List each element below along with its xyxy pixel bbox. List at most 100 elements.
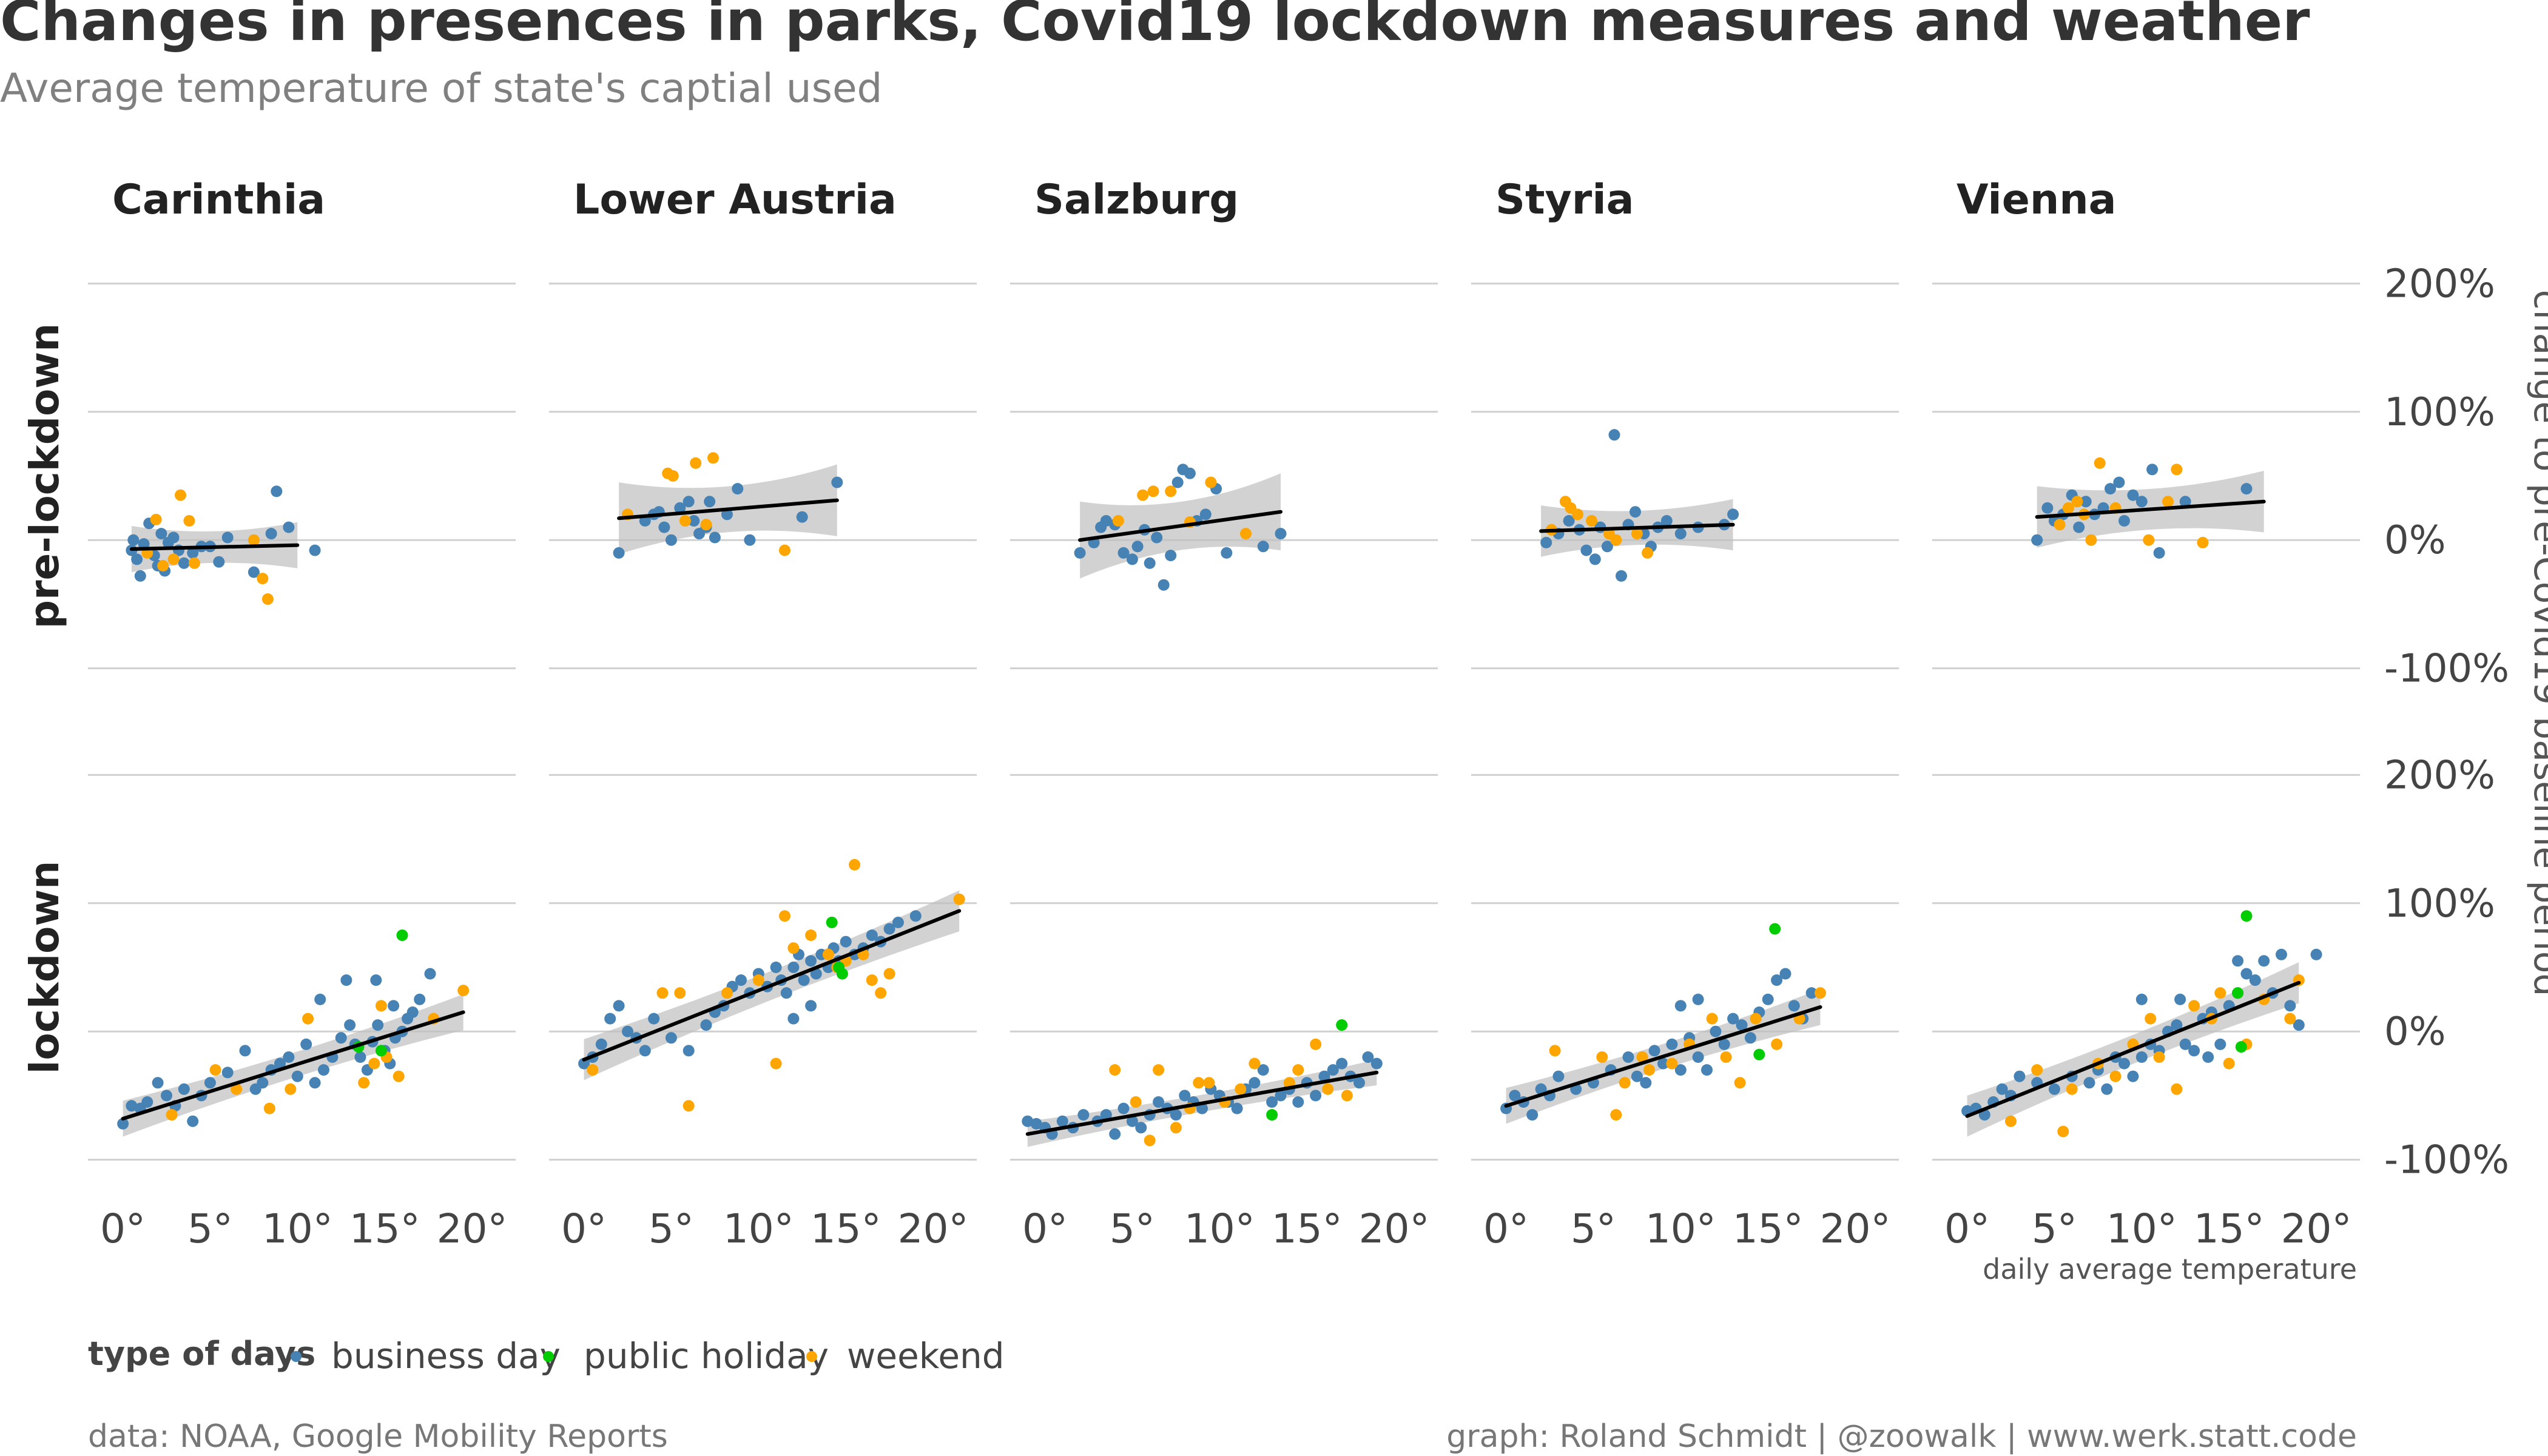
point-business-day [732,483,744,495]
point-business-day [131,553,143,565]
point-public-holiday [375,1045,387,1057]
point-business-day [213,556,225,568]
point-business-day [2174,993,2186,1005]
point-business-day [1601,541,1613,553]
point-business-day [2179,496,2191,508]
strip-vienna: Vienna [1956,176,2117,224]
point-business-day [178,557,190,569]
point-weekend [1147,485,1159,497]
point-business-day [1692,1051,1704,1063]
x-tick-label: 15° [2194,1205,2265,1252]
point-weekend [261,593,274,605]
point-business-day [665,1032,677,1044]
point-business-day [735,974,747,986]
facet-panels [88,282,2360,1161]
point-business-day [883,923,895,935]
x-tick-label: 5° [187,1205,233,1252]
point-weekend [1310,1038,1322,1050]
point-business-day [340,974,352,986]
point-business-day [2293,1019,2305,1031]
point-public-holiday [2235,1041,2247,1053]
point-weekend [866,974,878,986]
point-business-day [388,1000,400,1012]
point-business-day [1580,544,1592,556]
point-weekend [779,544,790,556]
point-business-day [909,910,922,922]
point-business-day [1771,974,1783,986]
point-business-day [1131,541,1144,553]
x-tick-label: 10° [723,1205,794,1252]
point-business-day [372,1019,384,1031]
point-business-day [2284,1000,2296,1012]
y-tick-label: 200% [2384,753,2495,798]
point-business-day [354,1051,366,1063]
x-tick-label: 20° [898,1205,969,1252]
point-business-day [1100,1109,1112,1121]
point-business-day [167,531,180,544]
x-tick-label: 10° [2106,1205,2177,1252]
point-weekend [2094,457,2106,469]
point-business-day [1535,1083,1547,1095]
chart-title: Changes in presences in parks, Covid19 l… [0,0,2310,53]
point-business-day [1589,553,1601,565]
point-business-day [1030,1117,1042,1130]
point-weekend [1549,1045,1561,1057]
point-business-day [274,1057,286,1070]
point-business-day [265,528,277,540]
point-business-day [161,1090,172,1102]
point-weekend [1205,476,1217,488]
point-weekend [358,1077,370,1089]
point-business-day [2214,1038,2226,1050]
point-business-day [2135,993,2148,1005]
x-tick-label: 15° [811,1205,881,1252]
point-public-holiday [2232,987,2244,999]
point-business-day [1135,1122,1147,1134]
point-weekend [1734,1077,1746,1089]
point-weekend [1636,1051,1648,1063]
point-business-day [221,1067,234,1079]
point-business-day [283,521,295,533]
point-weekend [1610,534,1622,546]
point-business-day [1184,467,1196,479]
regression-line [582,909,962,1062]
point-weekend [2145,1013,2157,1025]
point-weekend [457,985,470,997]
point-business-day [1353,1077,1365,1089]
x-tick-label: 15° [349,1205,420,1252]
regression-line [1504,1005,1822,1108]
point-business-day [1640,1077,1652,1089]
point-weekend [849,858,861,871]
legend-label-business-day: business day [331,1335,561,1377]
point-weekend [1643,1064,1655,1076]
point-business-day [1552,1070,1565,1082]
point-business-day [1151,531,1163,544]
point-business-day [866,929,878,942]
x-tick-label: 5° [2032,1205,2077,1252]
point-business-day [2041,502,2054,514]
point-business-day [1100,515,1112,527]
point-business-day [688,515,700,527]
point-business-day [1117,547,1130,559]
point-business-day [892,917,904,928]
point-business-day [204,1077,216,1089]
point-business-day [1788,1000,1800,1012]
chart-subtitle: Average temperature of state's captial u… [0,65,882,112]
point-business-day [2135,1051,2148,1063]
point-public-holiday [1336,1019,1348,1031]
point-weekend [1193,1077,1205,1089]
point-business-day [1318,1070,1330,1082]
legend-key-business-day [291,1351,302,1362]
point-weekend [183,515,195,527]
point-weekend [1112,515,1124,527]
x-tick-label: 0° [1483,1205,1529,1252]
point-weekend [2162,496,2174,508]
point-weekend [1586,515,1598,527]
point-business-day [1077,1109,1090,1121]
point-business-day [2179,1038,2191,1050]
point-weekend [263,1102,275,1114]
point-weekend [679,515,691,527]
point-business-day [1362,1051,1374,1063]
legend-label-public-holiday: public holiday [584,1335,829,1377]
point-weekend [953,893,965,905]
point-weekend [1666,1057,1678,1070]
